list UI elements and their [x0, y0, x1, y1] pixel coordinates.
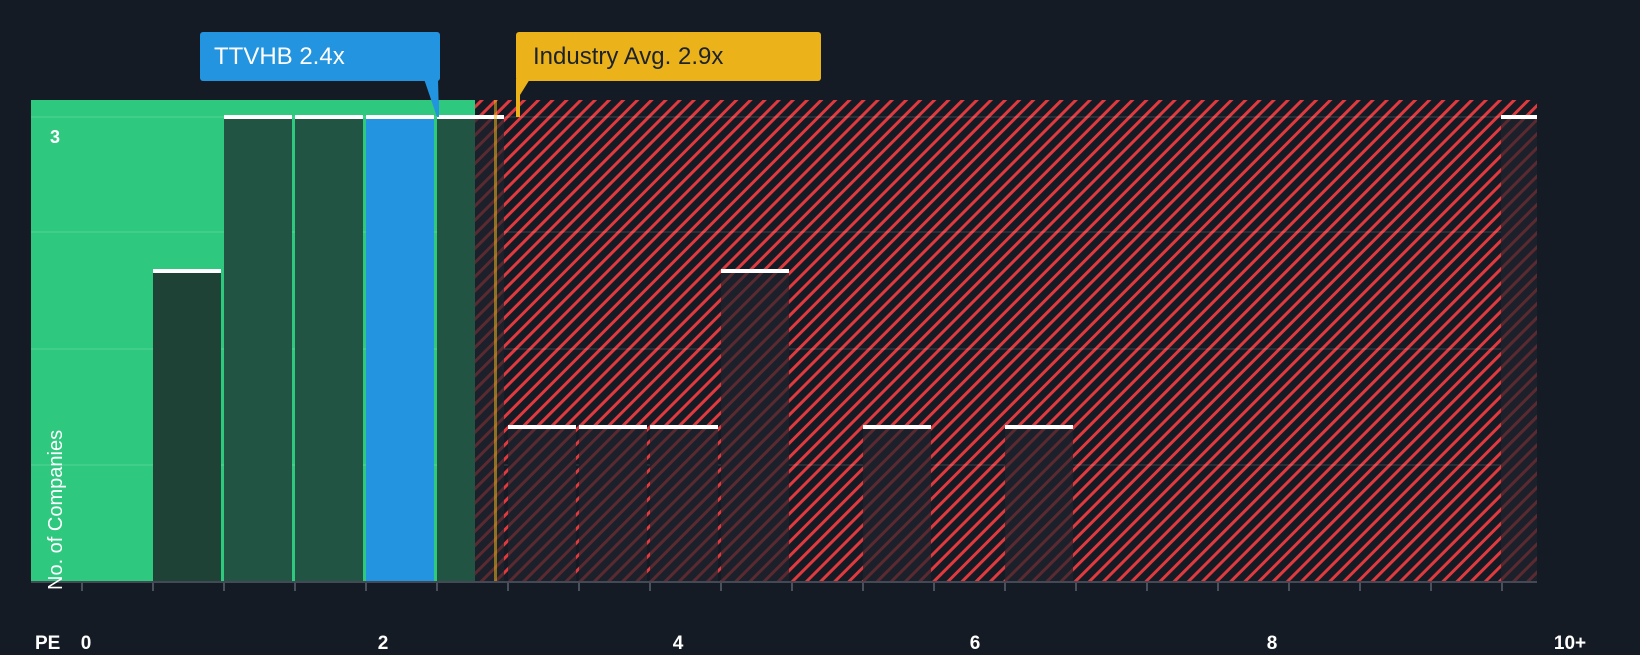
- bar-10-plus[interactable]: [1501, 117, 1537, 581]
- x-tick-label-4: 4: [673, 633, 684, 650]
- bar-2.0-2.5-subject[interactable]: [366, 117, 434, 581]
- x-tick-label-2: 2: [378, 633, 389, 650]
- x-tick-label-0: 0: [81, 633, 92, 650]
- bar-4.0-4.5[interactable]: [650, 427, 718, 581]
- y-axis-title: No. of Companies: [45, 430, 67, 590]
- subject-callout-label: TTVHB 2.4x: [214, 42, 345, 70]
- x-axis-ticks: [81, 583, 1503, 591]
- bar-6.5-7.0[interactable]: [1005, 427, 1073, 581]
- bar-2.5-3.0-overlap: [475, 117, 504, 581]
- subject-callout: TTVHB 2.4x: [200, 32, 440, 81]
- x-axis-title: PE: [35, 633, 60, 650]
- bar-0.5-1.0[interactable]: [153, 271, 221, 581]
- y-tick-label-3: 3: [50, 127, 60, 147]
- bars: [153, 117, 1537, 581]
- x-tick-label-8: 8: [1267, 633, 1278, 650]
- bar-2.5-3.0[interactable]: [437, 117, 475, 581]
- bar-1.5-2.0[interactable]: [295, 117, 363, 581]
- industry-avg-callout-label: Industry Avg. 2.9x: [533, 42, 724, 70]
- bar-5.5-6.0[interactable]: [863, 427, 931, 581]
- bar-4.5-5.0[interactable]: [721, 271, 789, 581]
- x-tick-label-6: 6: [970, 633, 981, 650]
- subject-callout-pointer: [424, 79, 439, 117]
- industry-callout-pointer: [516, 79, 530, 117]
- industry-avg-line: [494, 100, 497, 581]
- industry-avg-callout: Industry Avg. 2.9x: [516, 32, 821, 81]
- bar-3.5-4.0[interactable]: [579, 427, 647, 581]
- bar-caps: [153, 115, 1537, 429]
- bar-3.0-3.5[interactable]: [508, 427, 576, 581]
- bar-1.0-1.5[interactable]: [224, 117, 292, 581]
- x-tick-label-10plus: 10+: [1554, 633, 1586, 650]
